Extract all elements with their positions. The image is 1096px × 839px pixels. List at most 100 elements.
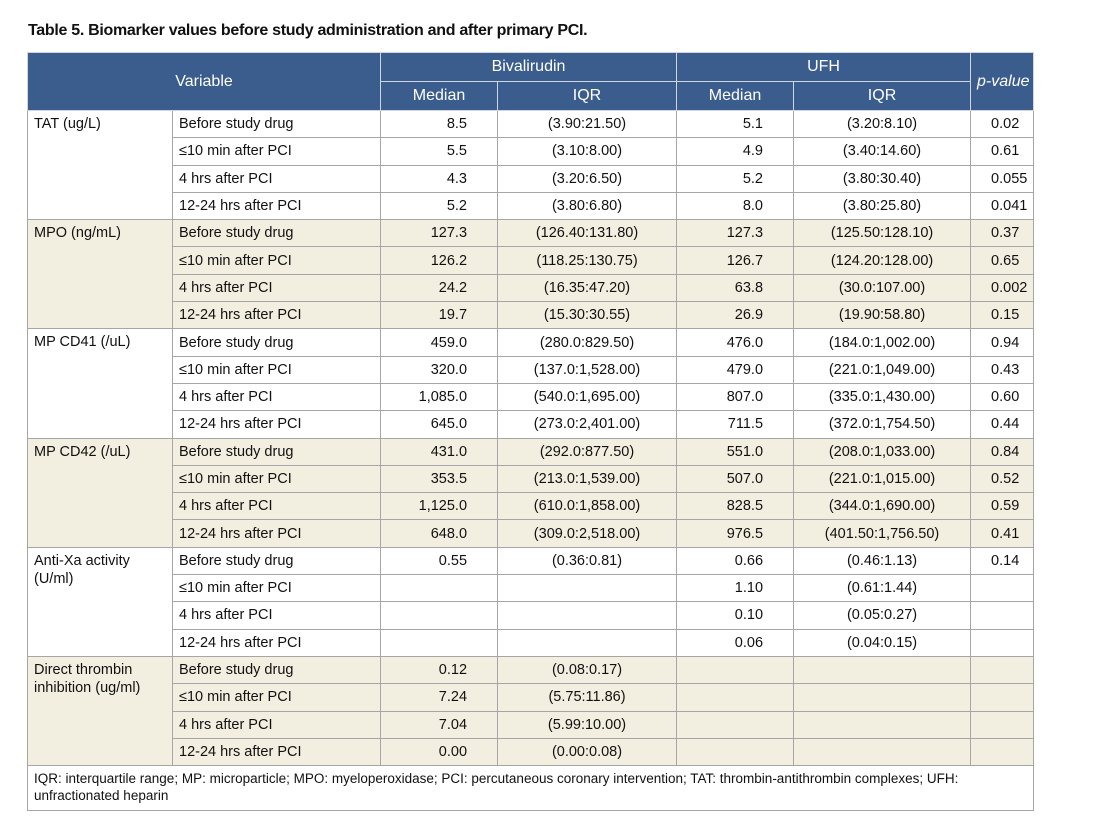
table-cell: (0.00:0.08): [497, 737, 678, 767]
table-cell: (372.0:1,754.50): [793, 410, 972, 439]
table-cell: 26.9: [676, 301, 795, 330]
table-cell: 507.0: [676, 464, 795, 494]
table-cell: 0.41: [970, 519, 1035, 548]
table-cell: 127.3: [380, 219, 499, 248]
table-cell: 24.2: [380, 273, 499, 303]
table-header: Variable Bivalirudin UFH p-value Median …: [26, 52, 1035, 111]
table-cell: (137.0:1,528.00): [497, 355, 678, 384]
table-cell: 4 hrs after PCI: [171, 601, 382, 630]
table-cell: 63.8: [676, 273, 795, 303]
table-cell: [380, 574, 499, 603]
table-cell: 126.7: [676, 246, 795, 275]
table-cell: 551.0: [676, 437, 795, 466]
table-cell: 0.14: [970, 546, 1035, 576]
table-cell: [970, 737, 1035, 767]
table-cell: (273.0:2,401.00): [497, 410, 678, 439]
table-cell: (221.0:1,015.00): [793, 464, 972, 494]
variable-cell: Direct thrombin inhibition (ug/ml): [27, 655, 173, 767]
table-cell: 0.002: [970, 273, 1035, 303]
header-cell: IQR: [497, 81, 678, 111]
table-cell: 12-24 hrs after PCI: [171, 628, 382, 657]
table-cell: (280.0:829.50): [497, 328, 678, 357]
table-cell: [497, 574, 678, 603]
header-cell: p-value: [970, 52, 1035, 111]
variable-cell: MPO (ng/mL): [27, 219, 173, 330]
table-cell: [676, 655, 795, 685]
table-row: 4 hrs after PCI 4.3 (3.20:6.50) 5.2 (3.80:30…: [28, 164, 1035, 193]
table-cell: (5.75:11.86): [497, 683, 678, 712]
table-cell: (0.05:0.27): [793, 601, 972, 630]
table-cell: (126.40:131.80): [497, 219, 678, 248]
header-cell: Median: [380, 81, 499, 111]
table-cell: 5.2: [380, 191, 499, 221]
table-cell: 0.52: [970, 464, 1035, 494]
table-cell: 0.12: [380, 655, 499, 685]
table-row: ≤10 min after PCI 320.0 (137.0:1,528.00) 47…: [28, 355, 1035, 384]
table-cell: (0.08:0.17): [497, 655, 678, 685]
table-row: 12-24 hrs after PCI 0.00 (0.00:0.08): [28, 737, 1035, 767]
table-row: ≤10 min after PCI 1.10 (0.61:1.44): [28, 574, 1035, 603]
variable-cell: Anti-Xa activity (U/ml): [27, 546, 173, 657]
table-cell: (3.80:6.80): [497, 191, 678, 221]
table-cell: [676, 683, 795, 712]
table-cell: [676, 710, 795, 739]
table-cell: (3.40:14.60): [793, 137, 972, 166]
table-cell: 0.15: [970, 301, 1035, 330]
table-cell: 12-24 hrs after PCI: [171, 191, 382, 221]
table-row: ≤10 min after PCI 5.5 (3.10:8.00) 4.9 (3.40:…: [28, 137, 1035, 166]
table-cell: (540.0:1,695.00): [497, 382, 678, 412]
table-row: Anti-Xa activity (U/ml) Before study drug…: [27, 546, 1035, 657]
table-cell: [793, 737, 972, 767]
table-cell: (0.46:1.13): [793, 546, 972, 576]
table-body: TAT (ug/L) Before study drug 8.5 (3.90:21.5…: [27, 109, 1035, 767]
table-row: 12-24 hrs after PCI 645.0 (273.0:2,401.00)…: [28, 410, 1035, 439]
table-cell: (124.20:128.00): [793, 246, 972, 275]
table-row: 12-24 hrs after PCI 19.7 (15.30:30.55) 26.9…: [28, 301, 1035, 330]
table-cell: 0.055: [970, 164, 1035, 193]
table-cell: [793, 683, 972, 712]
table-cell: 479.0: [676, 355, 795, 384]
table-row: MP CD42 (/uL) Before study drug 431.0 (292.…: [27, 437, 1035, 548]
table-row: MPO (ng/mL) Before study drug 127.3 (126.40…: [27, 219, 1035, 330]
table-cell: (15.30:30.55): [497, 301, 678, 330]
table-cell: 4 hrs after PCI: [171, 273, 382, 303]
table-cell: (0.36:0.81): [497, 546, 678, 576]
table-cell: 0.65: [970, 246, 1035, 275]
table-cell: 431.0: [380, 437, 499, 466]
table-cell: ≤10 min after PCI: [171, 246, 382, 275]
table-cell: ≤10 min after PCI: [171, 137, 382, 166]
table-row: ≤10 min after PCI 7.24 (5.75:11.86): [28, 683, 1035, 712]
variable-cell: MP CD41 (/uL): [27, 328, 173, 439]
table-cell: ≤10 min after PCI: [171, 355, 382, 384]
table-cell: Before study drug: [171, 437, 382, 466]
table-cell: (208.0:1,033.00): [793, 437, 972, 466]
table-row: 12-24 hrs after PCI 648.0 (309.0:2,518.00)…: [28, 519, 1035, 548]
table-cell: 4.3: [380, 164, 499, 193]
header-cell: Median: [676, 81, 795, 111]
table-cell: (3.10:8.00): [497, 137, 678, 166]
table-cell: 5.1: [676, 109, 795, 139]
table-cell: (610.0:1,858.00): [497, 492, 678, 521]
table-cell: Before study drug: [171, 546, 382, 576]
table-cell: 12-24 hrs after PCI: [171, 410, 382, 439]
table-cell: 0.06: [676, 628, 795, 657]
table-cell: (309.0:2,518.00): [497, 519, 678, 548]
table-cell: (125.50:128.10): [793, 219, 972, 248]
table-cell: (344.0:1,690.00): [793, 492, 972, 521]
table-cell: 126.2: [380, 246, 499, 275]
table-cell: 7.04: [380, 710, 499, 739]
table-cell: (221.0:1,049.00): [793, 355, 972, 384]
table-row: 4 hrs after PCI 1,085.0 (540.0:1,695.00) 80…: [28, 382, 1035, 412]
table-cell: (3.80:30.40): [793, 164, 972, 193]
table-cell: Before study drug: [171, 109, 382, 139]
table-cell: [676, 737, 795, 767]
table-cell: 0.43: [970, 355, 1035, 384]
table-cell: (118.25:130.75): [497, 246, 678, 275]
table-cell: (16.35:47.20): [497, 273, 678, 303]
table-cell: 12-24 hrs after PCI: [171, 737, 382, 767]
table-row: Direct thrombin inhibition (ug/ml) Before…: [27, 655, 1035, 767]
table-cell: (0.04:0.15): [793, 628, 972, 657]
table-cell: 12-24 hrs after PCI: [171, 301, 382, 330]
table-row: TAT (ug/L) Before study drug 8.5 (3.90:21.5…: [27, 109, 1035, 221]
table-row: ≤10 min after PCI 126.2 (118.25:130.75) 126…: [28, 246, 1035, 275]
